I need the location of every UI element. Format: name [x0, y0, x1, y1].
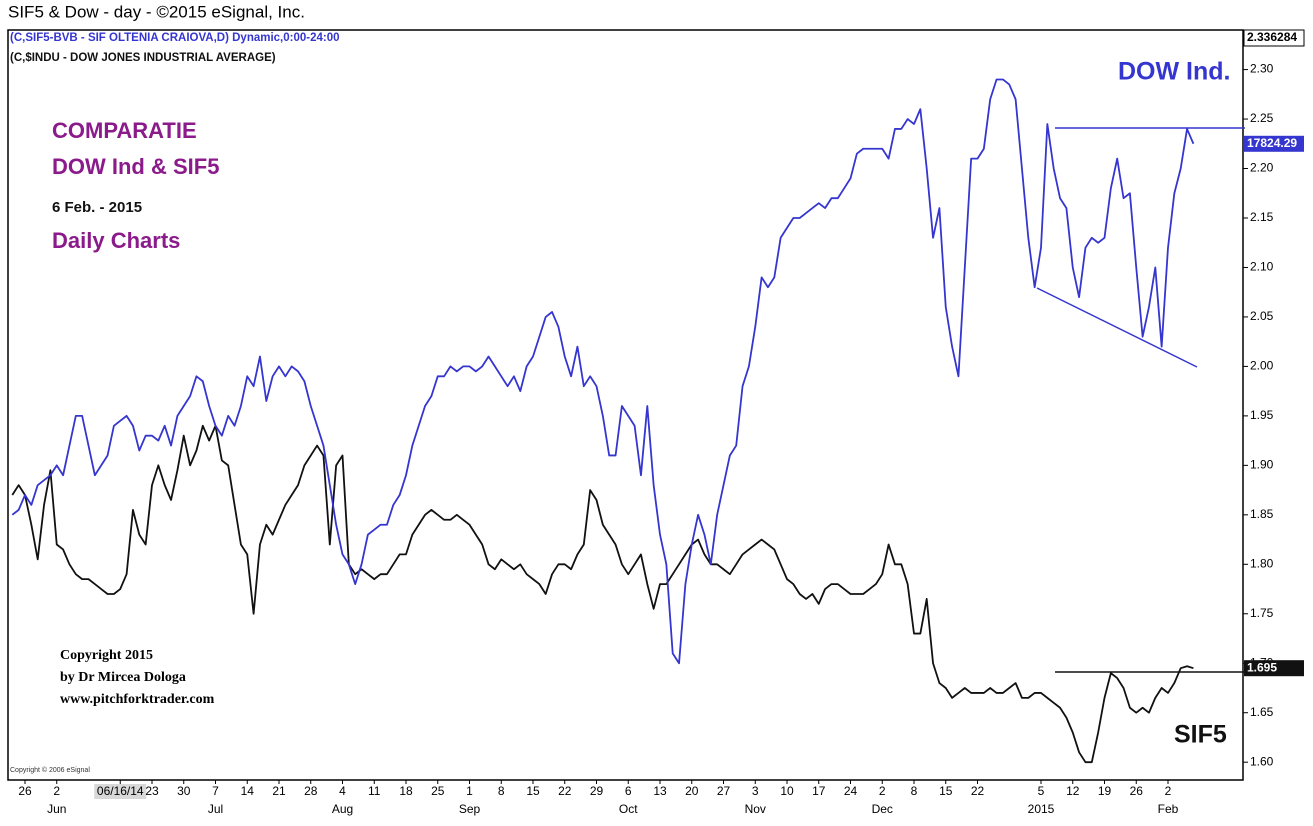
x-tick-label: 2 [879, 784, 886, 798]
x-tick-label: 8 [498, 784, 505, 798]
y-tick-label: 1.95 [1250, 408, 1274, 422]
x-tick-label: 6 [625, 784, 632, 798]
x-tick-label: 7 [212, 784, 219, 798]
copyright: by Dr Mircea Dologa [60, 670, 186, 685]
heading: COMPARATIE [52, 118, 197, 143]
x-tick-label: 20 [685, 784, 699, 798]
x-tick-label: 12 [1066, 784, 1080, 798]
x-month-label: Aug [332, 802, 353, 816]
series-line [11, 424, 1194, 764]
x-tick-label: 26 [18, 784, 32, 798]
y-tick-label: 2.30 [1250, 62, 1274, 76]
value-tag [1244, 135, 1304, 152]
x-tick-label: 1 [466, 784, 473, 798]
chart-title: SIF5 & Dow - day - ©2015 eSignal, Inc. [8, 2, 305, 21]
y-tick-label: 2.10 [1250, 260, 1274, 274]
x-tick-label: 14 [241, 784, 255, 798]
y-tick-label: 1.85 [1250, 507, 1274, 521]
x-month-label: Feb [1158, 802, 1179, 816]
x-tick-label: 8 [911, 784, 918, 798]
x-month-label: Jul [208, 802, 223, 816]
x-tick-label: 5 [1038, 784, 1045, 798]
x-tick-label: 30 [177, 784, 191, 798]
subtitle: (C,$INDU - DOW JONES INDUSTRIAL AVERAGE) [10, 52, 276, 64]
x-tick-label: 13 [653, 784, 667, 798]
x-tick-label: 27 [717, 784, 731, 798]
x-tick-label: 17 [812, 784, 826, 798]
heading: DOW Ind & SIF5 [52, 154, 219, 179]
x-tick-label: 10 [780, 784, 794, 798]
x-month-label: Jun [47, 802, 66, 816]
x-tick-label: 19 [1098, 784, 1112, 798]
y-tick-label: 2.05 [1250, 309, 1274, 323]
subtitle: (C,SIF5-BVB - SIF OLTENIA CRAIOVA,D) Dyn… [10, 32, 340, 44]
x-tick-label: 26 [1130, 784, 1144, 798]
value-tag-text: 2.336284 [1247, 30, 1297, 44]
x-tick-label: 11 [368, 784, 381, 798]
series-label: DOW Ind. [1118, 58, 1230, 86]
x-month-label: Sep [459, 802, 481, 816]
y-tick-label: 1.60 [1250, 754, 1274, 768]
series-label: SIF5 [1174, 721, 1227, 749]
x-tick-label: 29 [590, 784, 604, 798]
x-tick-label: 4 [339, 784, 346, 798]
x-tick-label: 25 [431, 784, 445, 798]
x-month-label: 2015 [1028, 802, 1055, 816]
plot-frame [7, 29, 1244, 781]
y-tick-label: 1.90 [1250, 458, 1274, 472]
x-tick-label: 24 [844, 784, 858, 798]
x-month-label: Dec [872, 802, 893, 816]
x-tick-label: 23 [145, 784, 159, 798]
y-tick-label: 1.65 [1250, 705, 1274, 719]
trend-line [1036, 287, 1198, 368]
x-month-label: Nov [745, 802, 766, 816]
date-note: 6 Feb. - 2015 [52, 199, 142, 216]
kind-note: Daily Charts [52, 228, 180, 253]
copyright: Copyright 2015 [60, 648, 153, 663]
x-tick-label: 2 [53, 784, 60, 798]
x-tick-label: 15 [939, 784, 953, 798]
y-tick-label: 2.00 [1250, 359, 1274, 373]
vendor-note: Copyright © 2006 eSignal [10, 766, 90, 774]
x-month-label: Oct [619, 802, 638, 816]
value-tag [1243, 29, 1305, 47]
x-tick-label: 15 [526, 784, 540, 798]
x-tick-label: 28 [304, 784, 318, 798]
y-tick-label: 2.25 [1250, 111, 1274, 125]
y-tick-label: 2.20 [1250, 161, 1274, 175]
cursor-box [94, 784, 147, 799]
x-tick-label: 22 [558, 784, 572, 798]
x-tick-label: 2 [1165, 784, 1172, 798]
x-tick-label: 22 [971, 784, 985, 798]
value-tag-text: 1.695 [1247, 660, 1277, 674]
value-tag [1244, 660, 1304, 677]
y-tick-label: 1.75 [1250, 606, 1274, 620]
y-tick-label: 2.15 [1250, 210, 1274, 224]
copyright: www.pitchforktrader.com [60, 692, 215, 707]
series-line [11, 78, 1195, 665]
x-tick-label: 21 [272, 784, 286, 798]
x-tick-label: 3 [752, 784, 759, 798]
value-tag-text: 17824.29 [1247, 136, 1297, 150]
x-tick-label: 18 [399, 784, 413, 798]
y-tick-label: 1.80 [1250, 556, 1274, 570]
x-tick-label: 06/16/14 [97, 784, 144, 798]
